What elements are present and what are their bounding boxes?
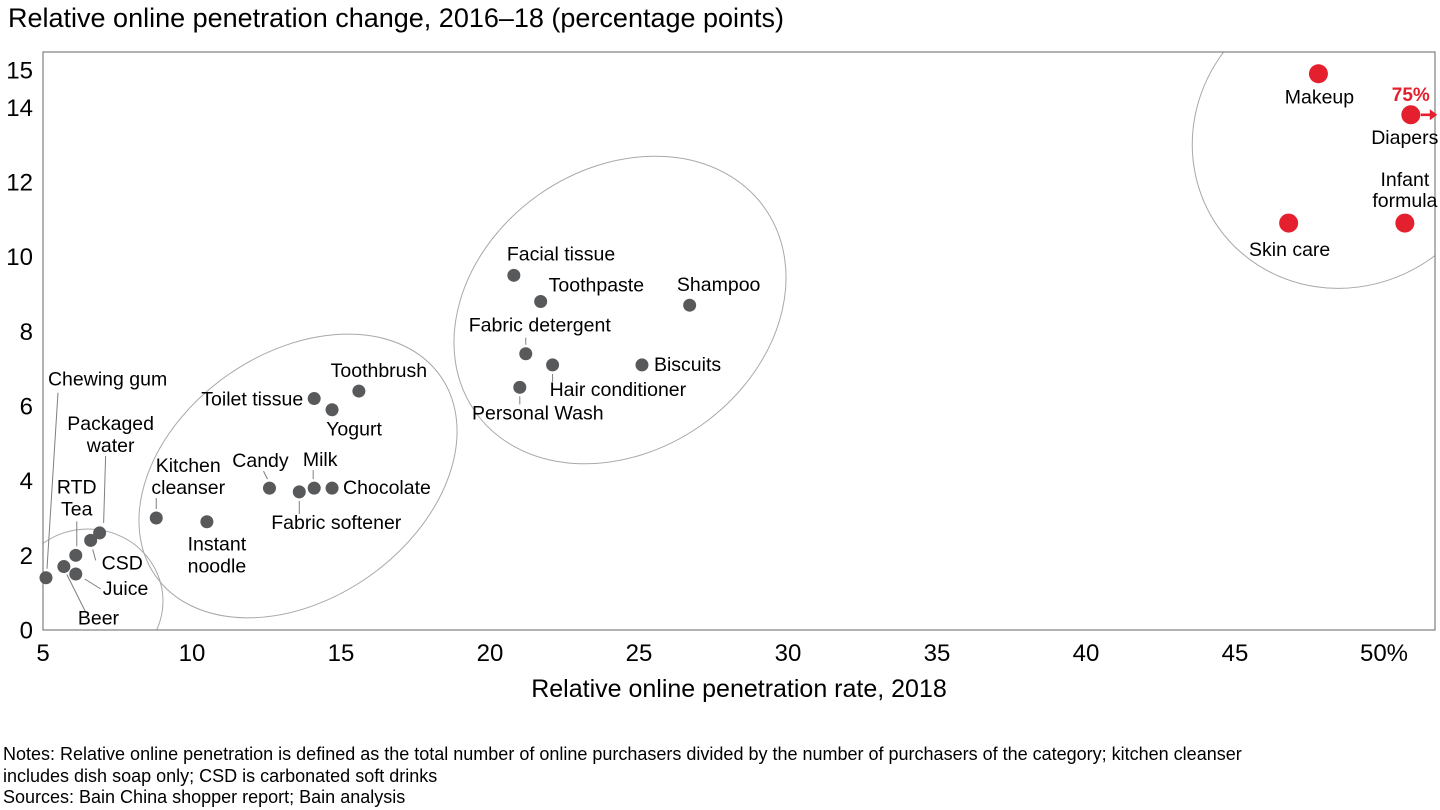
data-point-rtd-tea — [69, 548, 83, 562]
data-point-beer — [57, 560, 71, 574]
data-point-instant-noodle — [200, 515, 214, 529]
data-point-milk — [307, 481, 321, 495]
data-point-toilet-tissue — [307, 392, 321, 406]
x-tick-label: 45 — [1222, 640, 1249, 667]
x-axis-title: Relative online penetration rate, 2018 — [531, 675, 947, 703]
y-tick-label: 4 — [20, 468, 33, 495]
data-point-toothbrush — [352, 384, 366, 398]
cluster-layer — [43, 52, 1435, 630]
cluster-beverages-ellipse — [43, 528, 164, 630]
label-toothpaste: Toothpaste — [549, 274, 644, 296]
data-point-toothpaste — [534, 294, 548, 308]
leader-line-chewing-gum — [46, 392, 59, 569]
x-tick-label: 40 — [1073, 640, 1100, 667]
label-milk: Milk — [303, 449, 338, 471]
data-point-yogurt — [325, 403, 339, 417]
plot-border — [42, 51, 1436, 631]
label-biscuits: Biscuits — [654, 354, 721, 376]
notes-line-1: Notes: Relative online penetration is de… — [3, 744, 1242, 764]
leader-line-packaged-water — [103, 455, 107, 523]
label-beer: Beer — [78, 608, 120, 630]
label-toothbrush: Toothbrush — [331, 360, 427, 382]
y-tick-label: 8 — [20, 319, 33, 346]
data-point-juice — [69, 567, 83, 581]
label-packaged-water: Packaged water — [67, 413, 154, 457]
y-tick-label: 14 — [6, 95, 33, 122]
y-tick-label: 2 — [20, 543, 33, 570]
x-tick-label: 30 — [775, 640, 802, 667]
label-infant-formula: Infant formula — [1372, 169, 1437, 212]
data-point-fabric-softener — [292, 485, 306, 499]
data-point-diapers — [1401, 105, 1421, 125]
footnotes: Notes: Relative online penetration is de… — [3, 744, 1242, 809]
data-point-chewing-gum — [39, 571, 53, 585]
label-kitchen-cleanser: Kitchen cleanser — [151, 455, 225, 499]
x-tick-label: 50% — [1360, 640, 1408, 667]
diapers-offscale-arrow-head — [1429, 109, 1438, 121]
data-point-personal-wash — [513, 380, 527, 394]
sources-line: Sources: Bain China shopper report; Bain… — [3, 787, 406, 807]
data-point-shampoo — [683, 298, 697, 312]
data-points — [39, 64, 1421, 585]
leader-line-juice — [84, 578, 102, 590]
y-tick-label: 12 — [6, 170, 33, 197]
label-instant-noodle: Instant noodle — [188, 534, 247, 578]
data-point-facial-tissue — [507, 268, 521, 282]
label-diapers: Diapers — [1371, 127, 1438, 149]
label-skin-care: Skin care — [1249, 239, 1330, 261]
label-shampoo: Shampoo — [677, 274, 761, 296]
data-point-fabric-detergent — [519, 347, 533, 361]
value-label-diapers: 75% — [1392, 85, 1430, 106]
cluster-personal-home-care-ellipse — [453, 155, 787, 465]
data-point-infant-formula — [1395, 213, 1415, 233]
label-hair-conditioner: Hair conditioner — [550, 379, 687, 401]
y-tick-label: 6 — [20, 394, 33, 421]
label-facial-tissue: Facial tissue — [507, 243, 615, 265]
label-fabric-softener: Fabric softener — [271, 512, 402, 534]
data-point-makeup — [1308, 64, 1328, 84]
label-toilet-tissue: Toilet tissue — [201, 389, 303, 411]
data-point-skin-care — [1279, 213, 1299, 233]
y-tick-label: 0 — [20, 618, 33, 645]
data-point-chocolate — [325, 481, 339, 495]
label-yogurt: Yogurt — [326, 419, 382, 441]
leader-line-csd — [92, 549, 97, 561]
x-tick-label: 35 — [924, 640, 951, 667]
data-point-hair-conditioner — [546, 358, 560, 372]
label-makeup: Makeup — [1285, 87, 1355, 109]
data-point-packaged-water — [93, 526, 107, 540]
leader-lines — [46, 337, 554, 613]
label-csd: CSD — [102, 552, 143, 574]
label-juice: Juice — [103, 578, 149, 600]
data-point-kitchen-cleanser — [149, 511, 163, 525]
x-tick-label: 25 — [626, 640, 653, 667]
notes-line-2: includes dish soap only; CSD is carbonat… — [3, 765, 438, 786]
label-candy: Candy — [232, 450, 289, 472]
leader-line-beer — [66, 574, 87, 613]
cluster-high-penetration-ellipse — [1191, 52, 1435, 289]
x-tick-label: 5 — [36, 640, 49, 667]
data-labels: Chewing gum Beer Juice RTD Tea CSD Packaged wat… — [48, 85, 1439, 630]
x-tick-label: 15 — [328, 640, 355, 667]
cluster-food-home-ellipse — [138, 333, 458, 619]
label-personal-wash: Personal Wash — [472, 402, 604, 424]
data-point-biscuits — [635, 358, 649, 372]
label-rtd-tea: RTD Tea — [57, 476, 97, 520]
data-point-candy — [262, 481, 276, 495]
x-tick-label: 20 — [477, 640, 504, 667]
data-point-csd — [84, 533, 98, 547]
label-chewing-gum: Chewing gum — [48, 369, 167, 391]
chart-title: Relative online penetration change, 2016… — [8, 3, 785, 33]
label-chocolate: Chocolate — [343, 477, 431, 499]
label-fabric-detergent: Fabric detergent — [469, 315, 612, 337]
leader-line-candy — [263, 470, 268, 480]
y-tick-label: 15 — [6, 58, 33, 85]
x-tick-label: 10 — [179, 640, 206, 667]
y-tick-label: 10 — [6, 244, 33, 271]
